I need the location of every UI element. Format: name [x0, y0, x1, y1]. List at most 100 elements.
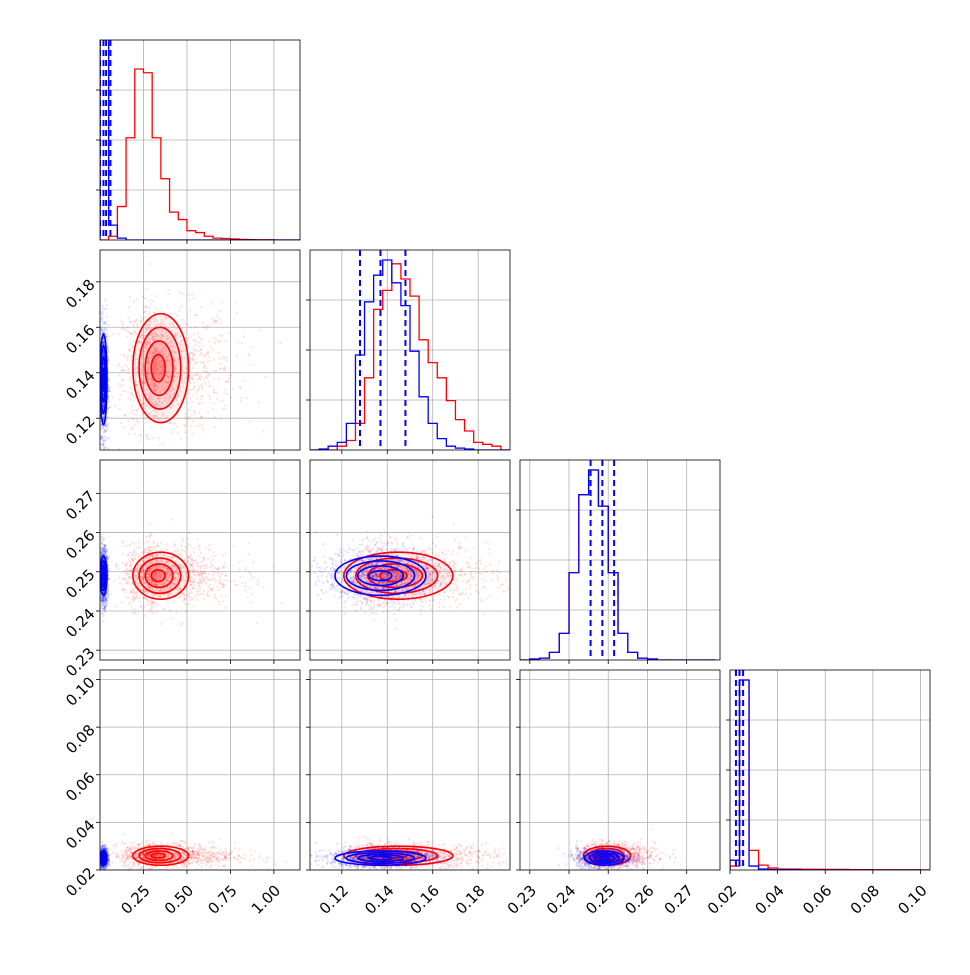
sample-point [103, 611, 105, 613]
sample-point [117, 333, 119, 335]
sample-point [188, 418, 190, 420]
sample-point [230, 396, 232, 398]
sample-point [207, 385, 209, 387]
sample-point [195, 314, 197, 316]
sample-point [197, 593, 199, 595]
sample-point [197, 581, 199, 583]
sample-point [108, 401, 110, 403]
sample-point [468, 579, 470, 581]
sample-point [100, 428, 102, 430]
sample-point [140, 414, 142, 416]
sample-point [141, 551, 143, 553]
sample-point [361, 604, 363, 606]
sample-point [121, 384, 123, 386]
sample-point [103, 597, 105, 599]
sample-point [248, 542, 250, 544]
sample-point [106, 316, 108, 318]
sample-point [204, 567, 206, 569]
sample-point [221, 582, 223, 584]
sample-point [183, 595, 185, 597]
sample-point [149, 263, 151, 265]
sample-point [214, 342, 216, 344]
sample-point [371, 548, 373, 550]
sample-point [250, 601, 252, 603]
sample-point [149, 523, 151, 525]
sample-point [143, 551, 145, 553]
sample-point [198, 388, 200, 390]
sample-point [128, 433, 130, 435]
sample-point [115, 606, 117, 608]
sample-point [142, 296, 144, 298]
sample-point [108, 423, 110, 425]
sample-point [149, 438, 151, 440]
sample-point [135, 319, 137, 321]
sample-point [191, 558, 193, 560]
sample-point [210, 588, 212, 590]
sample-point [180, 438, 182, 440]
sample-point [202, 556, 204, 558]
sample-point [225, 340, 227, 342]
sample-point [129, 399, 131, 401]
sample-point [97, 404, 99, 406]
sample-point [462, 580, 464, 582]
sample-point [204, 382, 206, 384]
sample-point [207, 558, 209, 560]
sample-point [379, 537, 381, 539]
sample-point [184, 330, 186, 332]
sample-point [193, 349, 195, 351]
sample-point [245, 582, 247, 584]
sample-point [148, 601, 150, 603]
sample-point [153, 601, 155, 603]
sample-point [199, 354, 201, 356]
sample-point [103, 447, 105, 449]
sample-point [98, 586, 100, 588]
sample-point [102, 550, 104, 552]
sample-point [97, 591, 99, 593]
sample-point [211, 318, 213, 320]
sample-point [211, 323, 213, 325]
sample-point [208, 325, 210, 327]
sample-point [193, 414, 195, 416]
sample-point [134, 321, 136, 323]
sample-point [197, 562, 199, 564]
sample-point [108, 379, 110, 381]
sample-point [108, 335, 110, 337]
sample-point [215, 322, 217, 324]
sample-point [190, 382, 192, 384]
sample-point [96, 344, 98, 346]
sample-point [208, 356, 210, 358]
sample-point [171, 518, 173, 520]
sample-point [196, 332, 198, 334]
sample-point [209, 360, 211, 362]
sample-point [200, 582, 202, 584]
sample-point [153, 605, 155, 607]
sample-point [187, 393, 189, 395]
sample-point [234, 580, 236, 582]
sample-point [185, 589, 187, 591]
sample-point [485, 542, 487, 544]
sample-point [420, 600, 422, 602]
sample-point [131, 542, 133, 544]
sample-point [101, 435, 103, 437]
sample-point [396, 543, 398, 545]
sample-point [103, 429, 105, 431]
sample-point [131, 346, 133, 348]
sample-point [119, 399, 121, 401]
sample-point [482, 600, 484, 602]
sample-point [188, 557, 190, 559]
sample-point [147, 603, 149, 605]
sample-point [126, 597, 128, 599]
sample-point [203, 590, 205, 592]
sample-point [143, 606, 145, 608]
sample-point [498, 561, 500, 563]
sample-point [128, 368, 130, 370]
sample-point [257, 579, 259, 581]
sample-point [325, 563, 327, 565]
sample-point [130, 428, 132, 430]
sample-point [213, 552, 215, 554]
sample-point [192, 401, 194, 403]
sample-point [213, 559, 215, 561]
sample-point [199, 579, 201, 581]
sample-point [193, 375, 195, 377]
